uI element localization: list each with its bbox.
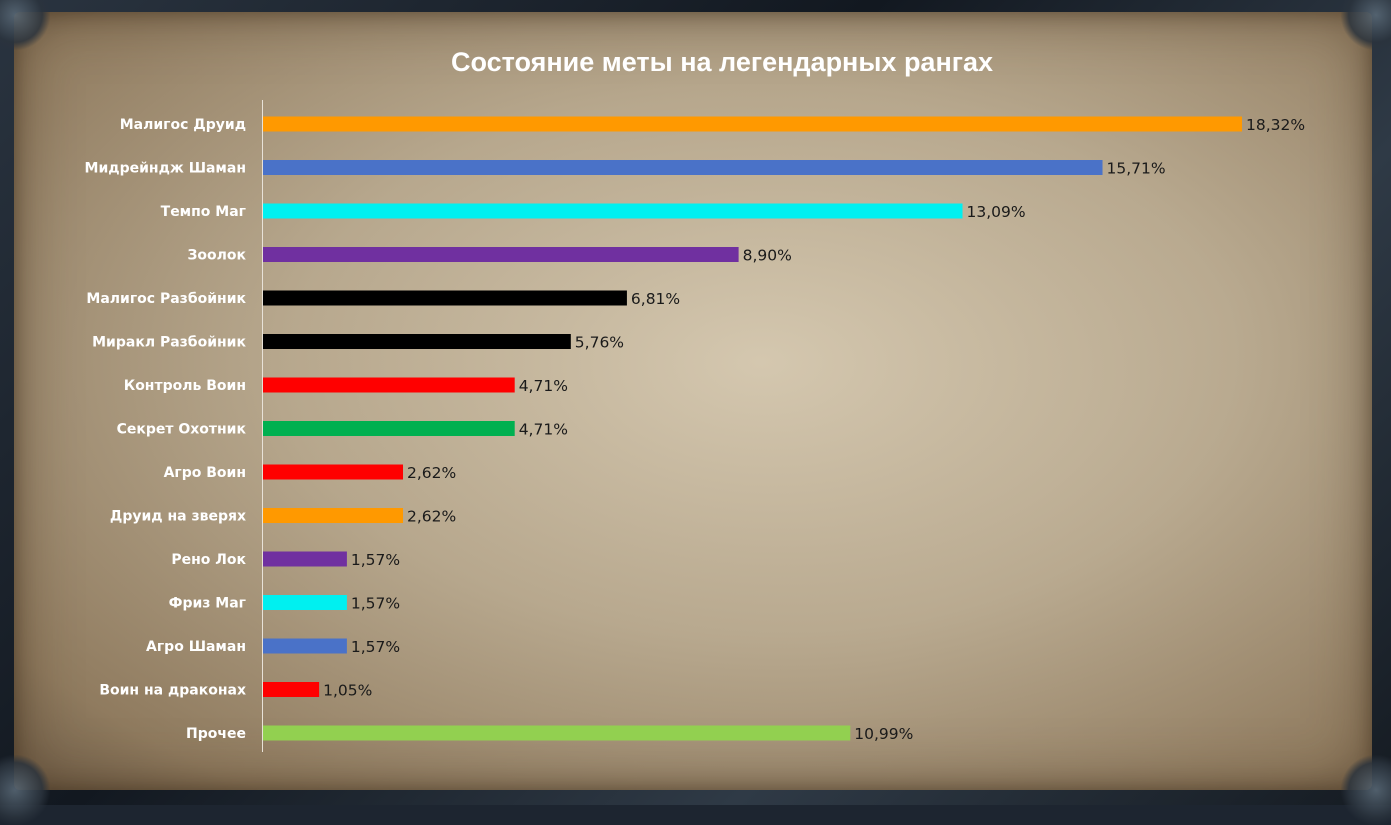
bar <box>263 204 963 219</box>
value-label: 18,32% <box>1246 116 1305 134</box>
value-label: 6,81% <box>631 290 680 308</box>
value-label: 5,76% <box>575 334 624 352</box>
category-label: Агро Шаман <box>146 639 246 655</box>
category-label: Воин на драконах <box>99 683 246 699</box>
value-label: 8,90% <box>743 247 792 265</box>
bar <box>263 291 627 306</box>
bar <box>263 682 319 697</box>
category-label: Агро Воин <box>164 465 246 481</box>
value-label: 1,57% <box>351 595 400 613</box>
value-label: 1,05% <box>323 682 372 700</box>
bar <box>263 160 1103 175</box>
bars-group <box>263 117 1242 741</box>
bar <box>263 378 515 393</box>
category-label: Мидрейндж Шаман <box>85 161 246 177</box>
value-label: 13,09% <box>967 203 1026 221</box>
value-label: 4,71% <box>519 377 568 395</box>
category-label: Миракл Разбойник <box>92 335 246 351</box>
category-label: Рено Лок <box>171 552 246 568</box>
value-label: 2,62% <box>407 508 456 526</box>
bar <box>263 117 1242 132</box>
chart-title: Состояние меты на легендарных рангах <box>451 47 993 77</box>
category-label: Фриз Маг <box>169 596 246 612</box>
bar <box>263 726 850 741</box>
value-label: 2,62% <box>407 464 456 482</box>
category-label: Темпо Маг <box>161 204 246 220</box>
value-label: 1,57% <box>351 638 400 656</box>
category-label: Малигос Разбойник <box>86 291 246 307</box>
value-label: 1,57% <box>351 551 400 569</box>
bar-chart: Состояние меты на легендарных рангах Мал… <box>0 0 1391 805</box>
category-label: Малигос Друид <box>120 117 246 133</box>
category-label: Секрет Охотник <box>117 422 247 438</box>
category-label: Прочее <box>186 726 246 742</box>
bar <box>263 334 571 349</box>
bar <box>263 595 347 610</box>
bar <box>263 247 739 262</box>
bar <box>263 508 403 523</box>
category-labels-group: Малигос Друид Мидрейндж Шаман Темпо Маг Зоо… <box>85 117 247 742</box>
category-label: Друид на зверях <box>110 509 246 525</box>
bar <box>263 465 403 480</box>
value-label: 10,99% <box>854 725 913 743</box>
value-label: 15,71% <box>1107 160 1166 178</box>
bar <box>263 552 347 567</box>
category-label: Зоолок <box>187 248 246 264</box>
bar <box>263 421 515 436</box>
bar <box>263 639 347 654</box>
value-label: 4,71% <box>519 421 568 439</box>
category-label: Контроль Воин <box>124 378 246 394</box>
